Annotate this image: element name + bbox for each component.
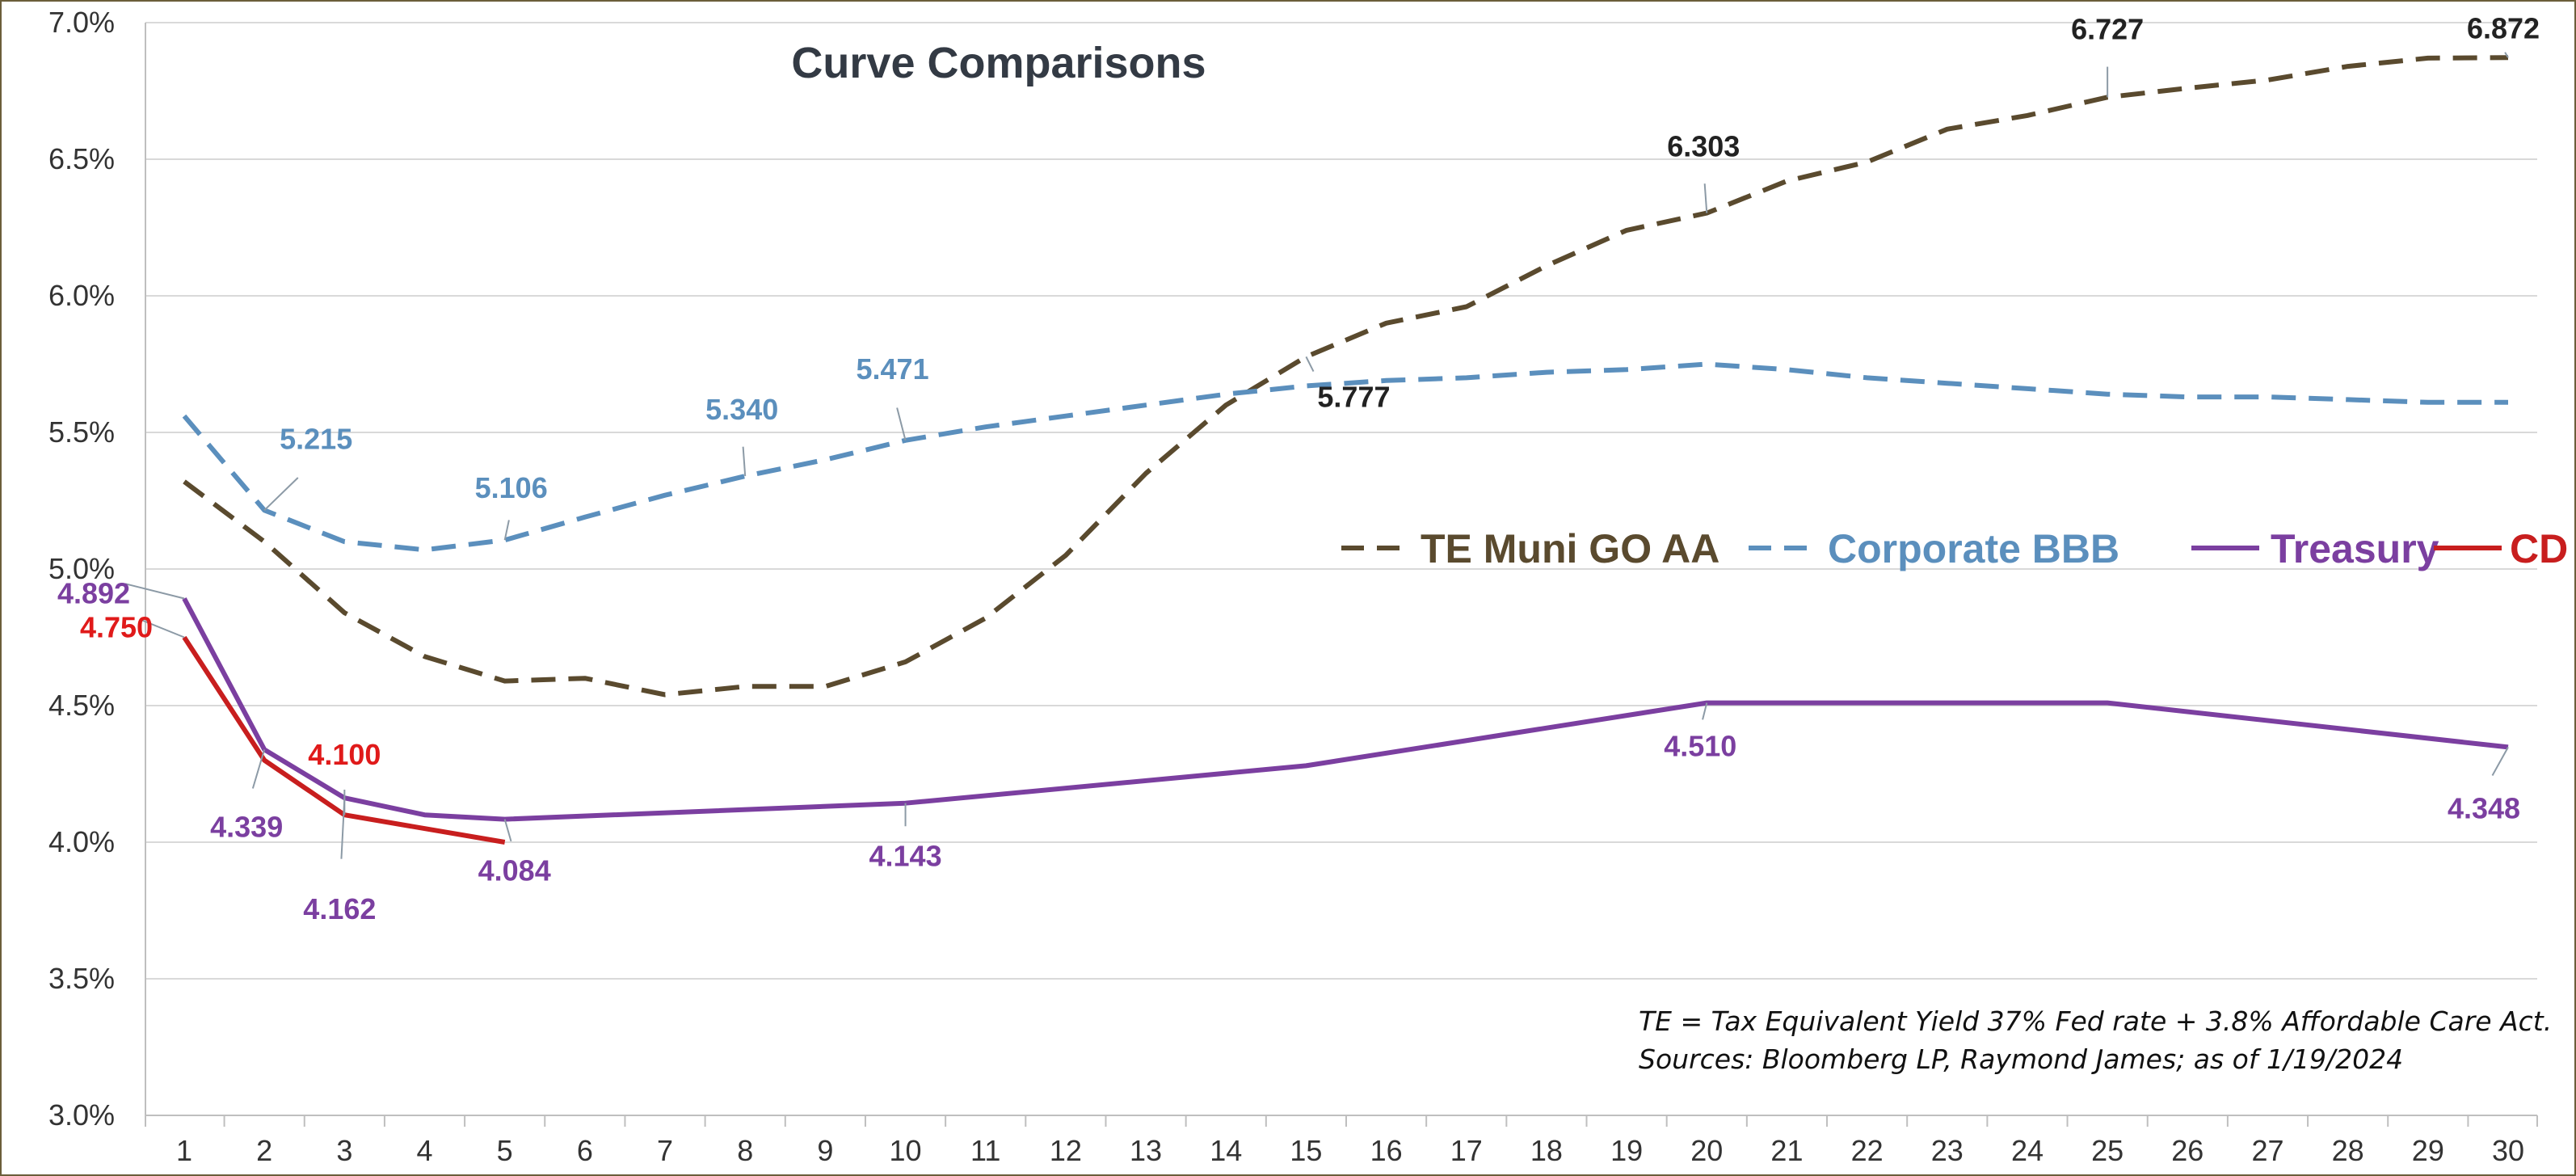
data-label-treasury: 4.084 (478, 854, 551, 887)
leader-line-treasury (124, 583, 185, 600)
annotation-line-1: TE = Tax Equivalent Yield 37% Fed rate +… (1639, 1005, 2552, 1037)
leader-line-muni (1703, 183, 1708, 213)
data-label-treasury: 4.892 (57, 577, 130, 610)
series-line-muni (183, 55, 2509, 698)
x-tick-label: 15 (1290, 1134, 1322, 1167)
leader-line-treasury (2491, 746, 2509, 776)
y-tick-label: 4.0% (48, 825, 115, 858)
leader-line-treasury (503, 819, 512, 842)
x-tick-label: 16 (1370, 1134, 1403, 1167)
x-tick-label: 12 (1050, 1134, 1082, 1167)
leader-line-corporate (263, 477, 299, 512)
series-line-corporate (182, 361, 2508, 553)
data-label-cd: 4.100 (308, 738, 381, 771)
x-tick-label: 13 (1130, 1134, 1162, 1167)
data-label-treasury: 4.348 (2448, 791, 2520, 824)
x-tick-label: 14 (1210, 1134, 1242, 1167)
data-label-muni: 6.727 (2071, 12, 2144, 45)
legend-label-corporate: Corporate BBB (1828, 526, 2119, 571)
data-label-treasury: 4.143 (869, 840, 942, 873)
x-tick-label: 9 (817, 1134, 833, 1167)
data-label-muni: 5.777 (1317, 380, 1390, 413)
leader-line-corporate (503, 520, 510, 541)
x-tick-label: 23 (1931, 1134, 1964, 1167)
x-tick-label: 21 (1770, 1134, 1803, 1167)
x-tick-label: 17 (1450, 1134, 1483, 1167)
series-line-cd (182, 635, 506, 845)
x-tick-label: 29 (2412, 1134, 2444, 1167)
leader-line-treasury (1702, 702, 1708, 720)
annotation-line-2: Sources: Bloomberg LP, Raymond James; as… (1639, 1043, 2403, 1075)
x-tick-label: 26 (2171, 1134, 2203, 1167)
x-tick-label: 18 (1530, 1134, 1563, 1167)
y-tick-label: 4.5% (48, 689, 115, 722)
y-tick-label: 3.0% (48, 1098, 115, 1132)
data-label-corporate: 5.471 (857, 352, 929, 386)
x-tick-label: 11 (970, 1134, 1000, 1167)
legend-label-treasury: Treasury (2271, 526, 2439, 571)
x-tick-label: 30 (2492, 1134, 2524, 1167)
x-tick-label: 22 (1851, 1134, 1884, 1167)
data-label-treasury: 4.510 (1664, 730, 1736, 763)
y-tick-label: 7.0% (48, 6, 115, 39)
legend-label-muni: TE Muni GO AA (1421, 526, 1719, 571)
x-tick-label: 5 (497, 1134, 513, 1167)
y-tick-label: 6.0% (48, 279, 115, 312)
x-tick-label: 4 (417, 1134, 433, 1167)
data-label-corporate: 5.106 (475, 471, 548, 504)
data-label-corporate: 5.340 (705, 393, 778, 426)
x-tick-label: 10 (890, 1134, 922, 1167)
leader-line-cd (140, 618, 185, 639)
x-tick-label: 3 (336, 1134, 352, 1167)
y-tick-label: 3.5% (48, 962, 115, 995)
x-tick-label: 6 (577, 1134, 593, 1167)
leader-line-muni (2504, 52, 2509, 58)
x-tick-label: 8 (737, 1134, 753, 1167)
x-tick-label: 19 (1610, 1134, 1643, 1167)
data-label-treasury: 4.162 (303, 892, 376, 925)
data-label-corporate: 5.215 (280, 422, 352, 455)
y-tick-label: 6.5% (48, 142, 115, 175)
y-tick-label: 5.5% (48, 415, 115, 449)
legend: TE Muni GO AA Corporate BBB Treasury CD (1341, 526, 2568, 571)
chart-title: Curve Comparisons (791, 39, 1206, 87)
leader-line-corporate (896, 407, 907, 441)
x-tick-label: 24 (2011, 1134, 2044, 1167)
x-tick-label: 2 (256, 1134, 272, 1167)
x-tick-label: 1 (176, 1134, 192, 1167)
data-label-muni: 6.303 (1667, 130, 1740, 163)
data-label-treasury: 4.339 (210, 810, 283, 843)
data-label-muni: 6.872 (2467, 11, 2540, 44)
leader-line-treasury (251, 749, 266, 789)
x-tick-label: 27 (2251, 1134, 2283, 1167)
y-tick-label: 5.0% (48, 552, 115, 585)
leader-line-muni (1305, 356, 1315, 373)
data-label-cd: 4.750 (80, 611, 153, 644)
x-tick-label: 25 (2091, 1134, 2124, 1167)
legend-label-cd: CD (2510, 526, 2568, 571)
x-tick-label: 28 (2332, 1134, 2364, 1167)
x-tick-label: 20 (1690, 1134, 1723, 1167)
leader-line-corporate (742, 446, 747, 477)
x-tick-label: 7 (657, 1134, 673, 1167)
series-line-treasury (182, 597, 2509, 822)
